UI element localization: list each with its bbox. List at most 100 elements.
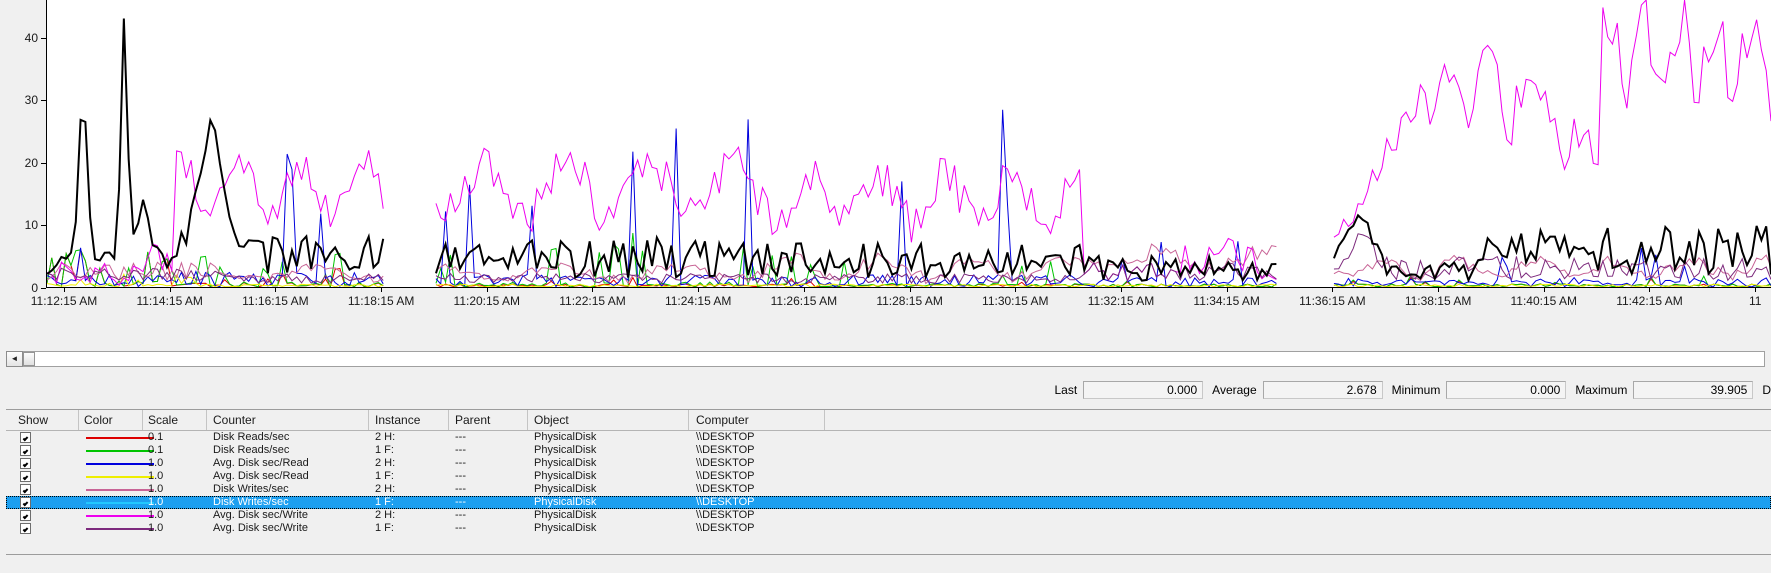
color-swatch	[86, 489, 154, 491]
column-resize-handle[interactable]	[824, 410, 825, 430]
x-tick-mark	[1332, 288, 1334, 292]
legend-cell-scale: 1.0	[148, 522, 164, 534]
legend-row[interactable]: 1.0 Avg. Disk sec/Read 2 H: --- PhysicalDisk…	[6, 457, 1771, 470]
y-tick-label: 20	[24, 155, 38, 170]
legend-row[interactable]: 0.1 Disk Reads/sec 1 F: --- PhysicalDisk \\DE…	[6, 444, 1771, 457]
x-tick-mark	[698, 288, 700, 292]
show-checkbox[interactable]	[20, 484, 31, 495]
stat-average: Average 2.678	[1212, 381, 1383, 399]
x-tick-mark	[1755, 288, 1757, 292]
legend-column-header-color[interactable]: Color	[84, 413, 113, 427]
legend-column-header-parent[interactable]: Parent	[455, 413, 491, 427]
x-tick-mark	[381, 288, 383, 292]
legend-cell-parent: ---	[455, 496, 466, 508]
y-axis: 0 10 20 30 40	[0, 0, 46, 295]
column-resize-handle[interactable]	[206, 410, 207, 430]
legend-cell-parent: ---	[455, 522, 466, 534]
y-tick-mark	[41, 100, 46, 102]
legend-cell-counter: Disk Writes/sec	[213, 483, 289, 495]
stat-last: Last 0.000	[1054, 381, 1204, 399]
legend-column-header-counter[interactable]: Counter	[213, 413, 256, 427]
x-tick-mark	[1015, 288, 1017, 292]
legend-row[interactable]: 0.1 Disk Reads/sec 2 H: --- PhysicalDisk \\DE…	[6, 431, 1771, 444]
x-tick-label: 11:20:15 AM	[453, 294, 521, 308]
x-tick-label: 11:34:15 AM	[1193, 294, 1260, 308]
color-swatch	[86, 463, 154, 465]
show-checkbox[interactable]	[20, 497, 31, 508]
show-checkbox[interactable]	[20, 458, 31, 469]
scrollbar-track[interactable]	[23, 351, 1765, 367]
x-tick-label: 11:28:15 AM	[876, 294, 943, 308]
legend-cell-scale: 0.1	[148, 431, 164, 443]
legend-column-header-instance[interactable]: Instance	[375, 413, 421, 427]
legend-row[interactable]: 1.0 Disk Writes/sec 2 H: --- PhysicalDisk \\D…	[6, 483, 1771, 496]
legend-cell-scale: 1.0	[148, 470, 164, 482]
legend-cell-object: PhysicalDisk	[534, 431, 597, 443]
legend-rows[interactable]: 0.1 Disk Reads/sec 2 H: --- PhysicalDisk \\DE…	[6, 431, 1771, 535]
show-checkbox[interactable]	[20, 471, 31, 482]
y-tick-mark	[41, 288, 46, 289]
show-checkbox[interactable]	[20, 523, 31, 534]
legend-cell-computer: \\DESKTOP	[696, 522, 755, 534]
scroll-left-arrow-icon[interactable]: ◄	[6, 351, 23, 367]
show-checkbox[interactable]	[20, 432, 31, 443]
color-swatch	[86, 502, 154, 504]
legend-column-header-show[interactable]: Show	[18, 413, 49, 427]
series-line	[47, 19, 1771, 281]
counter-legend[interactable]: Show Color Scale Counter Instance Parent Objec…	[6, 409, 1771, 569]
series-line	[47, 244, 1771, 283]
show-checkbox[interactable]	[20, 445, 31, 456]
legend-cell-computer: \\DESKTOP	[696, 483, 755, 495]
legend-column-header-computer[interactable]: Computer	[696, 413, 749, 427]
legend-divider	[6, 554, 1771, 555]
x-tick-mark	[64, 288, 65, 292]
legend-row[interactable]: 1.0 Avg. Disk sec/Write 1 F: --- PhysicalDis…	[6, 522, 1771, 535]
duration-label: D	[1762, 383, 1771, 397]
color-swatch	[86, 450, 154, 452]
x-tick-label: 11:26:15 AM	[770, 294, 838, 308]
stat-maximum: Maximum 39.905	[1575, 381, 1754, 399]
x-axis: 11:12:15 AM 11:14:15 AM 11:16:15 AM 11:18:1…	[31, 288, 1771, 312]
y-tick-label: 30	[24, 93, 38, 108]
x-tick-mark	[1543, 288, 1545, 292]
x-tick-label: 11:22:15 AM	[559, 294, 626, 308]
legend-cell-parent: ---	[455, 483, 466, 495]
legend-row[interactable]: 1.0 Disk Writes/sec 1 F: --- PhysicalDisk \\D…	[6, 496, 1771, 509]
maximum-label: Maximum	[1575, 383, 1628, 397]
legend-column-header-scale[interactable]: Scale	[148, 413, 179, 427]
column-resize-handle[interactable]	[142, 410, 143, 430]
horizontal-scrollbar[interactable]: ◄	[6, 351, 1765, 367]
last-label: Last	[1054, 383, 1078, 397]
legend-column-header-object[interactable]: Object	[534, 413, 569, 427]
performance-graph[interactable]: 0 10 20 30 40 11:12:15 AM 11:14:15 AM 11:16:15…	[0, 0, 1771, 312]
plot-area[interactable]	[46, 0, 1771, 288]
column-resize-handle[interactable]	[688, 410, 689, 430]
legend-cell-counter: Avg. Disk sec/Write	[213, 522, 308, 534]
color-swatch	[86, 437, 154, 439]
last-value: 0.000	[1083, 381, 1204, 399]
legend-header[interactable]: Show Color Scale Counter Instance Parent Objec…	[6, 410, 1771, 431]
scrollbar-thumb[interactable]	[23, 352, 35, 366]
legend-row[interactable]: 1.0 Avg. Disk sec/Read 1 F: --- PhysicalDisk…	[6, 470, 1771, 483]
color-swatch	[86, 528, 154, 530]
column-resize-handle[interactable]	[368, 410, 369, 430]
x-tick-mark	[1649, 288, 1651, 292]
y-tick-label: 0	[31, 281, 38, 295]
x-tick-mark	[1120, 288, 1122, 292]
minimum-value: 0.000	[1446, 381, 1567, 399]
series-line	[47, 274, 1771, 287]
column-resize-handle[interactable]	[527, 410, 528, 430]
column-resize-handle[interactable]	[78, 410, 79, 430]
x-tick-label: 11:14:15 AM	[136, 294, 203, 308]
legend-row[interactable]: 1.0 Avg. Disk sec/Write 2 H: --- PhysicalDis…	[6, 509, 1771, 522]
show-checkbox[interactable]	[20, 510, 31, 521]
legend-cell-instance: 2 H:	[375, 431, 396, 443]
legend-cell-instance: 1 F:	[375, 470, 394, 482]
legend-cell-computer: \\DESKTOP	[696, 470, 755, 482]
y-tick-label: 10	[24, 218, 38, 233]
legend-cell-object: PhysicalDisk	[534, 496, 597, 508]
legend-cell-instance: 2 H:	[375, 483, 396, 495]
column-resize-handle[interactable]	[448, 410, 449, 430]
x-tick-mark	[1438, 288, 1440, 292]
x-tick-label: 11:16:15 AM	[242, 294, 309, 308]
